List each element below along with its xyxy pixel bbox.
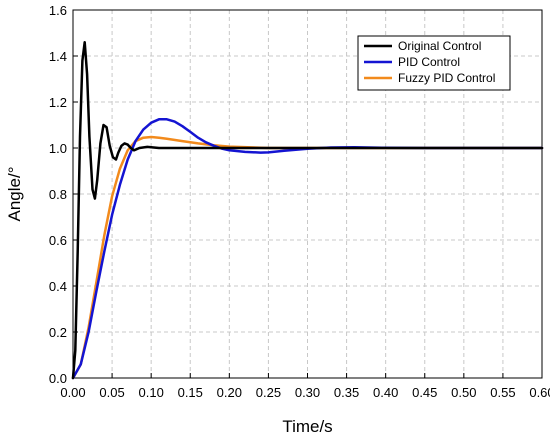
x-tick-label: 0.45 [412,385,437,400]
x-axis-title: Time/s [282,417,332,436]
grid-lines [73,10,542,378]
x-tick-label: 0.15 [178,385,203,400]
x-tick-label: 0.10 [139,385,164,400]
x-tick-label: 0.40 [373,385,398,400]
x-tick-label: 0.30 [295,385,320,400]
axis-ticks: 0.00 0.05 0.10 0.15 0.20 0.25 0.30 0.35 0.40 0.45… [49,3,550,400]
legend-label: PID Control [398,55,460,69]
y-tick-label: 0.8 [49,187,67,202]
legend-label: Original Control [398,39,481,53]
x-tick-label: 0.20 [217,385,242,400]
y-tick-label: 0.0 [49,371,67,386]
y-tick-label: 1.4 [49,49,67,64]
y-tick-label: 0.6 [49,233,67,248]
series-lines [71,40,544,380]
x-tick-label: 0.60 [529,385,550,400]
x-tick-label: 0.50 [451,385,476,400]
y-tick-label: 1.6 [49,3,67,18]
legend-label: Fuzzy PID Control [398,71,495,85]
x-tick-label: 0.25 [256,385,281,400]
y-tick-label: 1.2 [49,95,67,110]
legend: Original Control PID Control Fuzzy PID Con… [357,35,511,91]
x-tick-label: 0.35 [334,385,359,400]
y-tick-label: 1.0 [49,141,67,156]
x-tick-label: 0.05 [99,385,124,400]
y-tick-label: 0.2 [49,325,67,340]
y-axis-title: Angle/° [5,166,24,221]
x-tick-label: 0.00 [60,385,85,400]
series-line-0 [71,40,544,380]
y-tick-label: 0.4 [49,279,67,294]
x-tick-label: 0.55 [490,385,515,400]
